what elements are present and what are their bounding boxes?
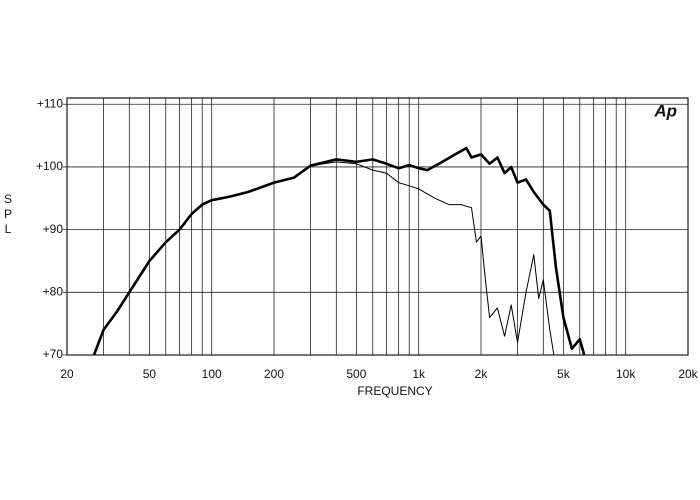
x-tick-label: 1k: [412, 367, 426, 381]
response-line: [310, 161, 555, 355]
x-tick-label: 200: [264, 367, 284, 381]
plot-frame: [66, 97, 689, 356]
x-tick-label: 20k: [678, 367, 698, 381]
x-tick-label: 2k: [475, 367, 489, 381]
x-tick-label: 100: [202, 367, 222, 381]
logo: Ap: [653, 101, 677, 120]
x-tick-label: 50: [143, 367, 157, 381]
x-tick-label: 20: [60, 367, 74, 381]
plot-lines: [92, 146, 586, 355]
y-tick-label: +110: [37, 96, 63, 110]
x-tick-label: 10k: [616, 367, 636, 381]
x-tick-label: 500: [346, 367, 366, 381]
x-axis-label: FREQUENCY: [357, 384, 432, 398]
response-line: [92, 146, 586, 355]
x-tick-label: 5k: [557, 367, 571, 381]
y-tick-label: +80: [43, 284, 64, 298]
y-tick-label: +70: [43, 347, 64, 361]
y-tick-label: +100: [36, 159, 63, 173]
y-tick-label: +90: [43, 222, 64, 236]
